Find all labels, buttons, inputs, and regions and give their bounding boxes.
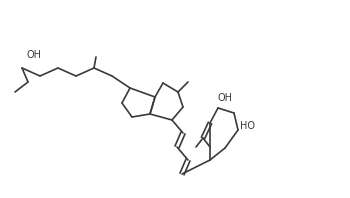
Text: HO: HO [240,121,255,131]
Text: OH: OH [26,50,41,60]
Text: OH: OH [218,93,233,103]
